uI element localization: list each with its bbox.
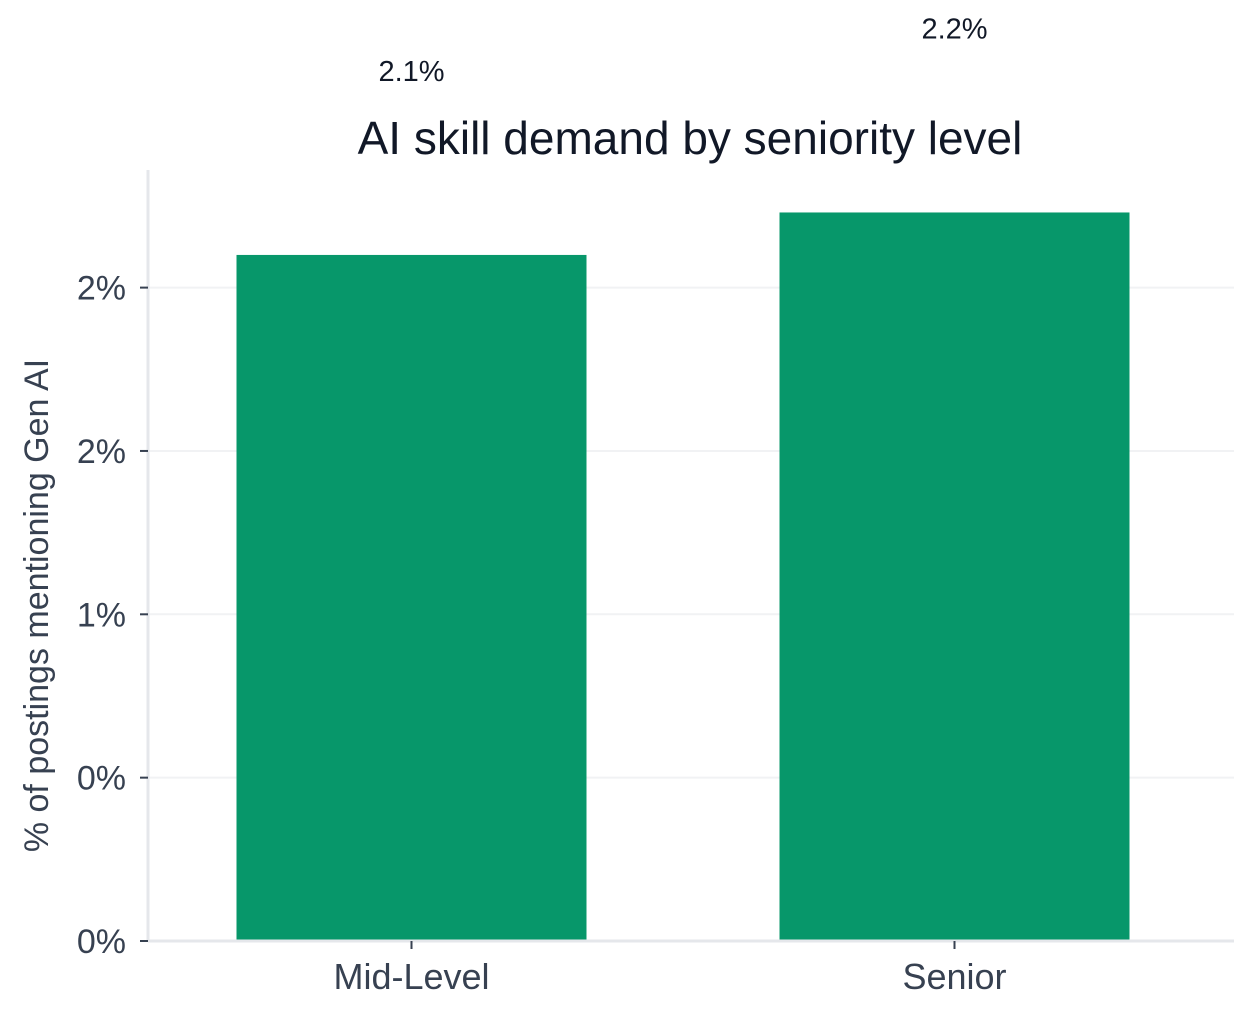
- y-ticks: 0% 0% 1% 2% 2%: [77, 270, 148, 961]
- data-labels: 2.1% 2.2%: [378, 13, 987, 87]
- chart-title: AI skill demand by seniority level: [358, 112, 1023, 164]
- bar-senior: [779, 212, 1130, 941]
- y-tick-label: 2%: [77, 433, 126, 471]
- data-label: 2.1%: [378, 56, 444, 88]
- y-tick-label: 2%: [77, 270, 126, 308]
- x-ticks: Mid-Level Senior: [333, 941, 1007, 997]
- x-tick-label: Senior: [902, 956, 1006, 997]
- y-tick-label: 0%: [77, 760, 126, 798]
- bar-mid-level: [236, 254, 587, 941]
- y-axis-title: % of postings mentioning Gen AI: [18, 359, 56, 852]
- bars: [236, 212, 1130, 941]
- y-tick-label: 0%: [77, 923, 126, 961]
- data-label: 2.2%: [921, 13, 987, 45]
- x-tick-label: Mid-Level: [333, 956, 489, 997]
- y-tick-label: 1%: [77, 596, 126, 634]
